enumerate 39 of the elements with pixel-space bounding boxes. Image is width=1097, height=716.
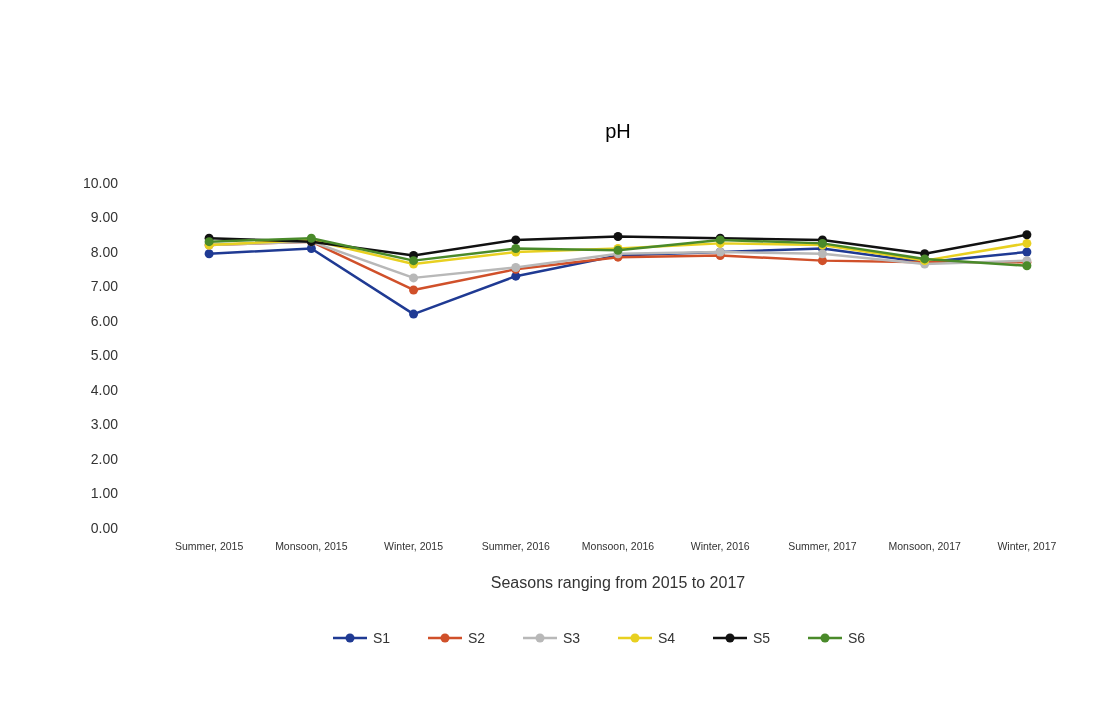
x-tick-label: Summer, 2016 bbox=[481, 540, 551, 552]
point bbox=[1022, 238, 1032, 248]
point bbox=[511, 235, 521, 245]
y-tick-label: 3.00 bbox=[90, 416, 119, 433]
x-axis-title: Seasons ranging from 2015 to 2017 bbox=[490, 574, 746, 591]
point bbox=[613, 231, 623, 241]
point bbox=[204, 249, 214, 259]
y-tick-label: 10.00 bbox=[82, 174, 119, 191]
x-tick-label: Winter, 2015 bbox=[384, 540, 444, 552]
legend-label: S3 bbox=[563, 629, 581, 646]
point bbox=[1022, 247, 1032, 257]
point bbox=[409, 285, 419, 295]
point bbox=[1022, 230, 1032, 240]
legend-label: S6 bbox=[848, 629, 866, 646]
legend-label: S2 bbox=[468, 629, 486, 646]
point bbox=[817, 249, 827, 259]
y-tick-label: 1.00 bbox=[90, 485, 119, 502]
chart-title: pH bbox=[605, 120, 631, 142]
x-tick-label: Winter, 2016 bbox=[690, 540, 750, 552]
legend-label: S4 bbox=[658, 629, 676, 646]
point bbox=[409, 309, 419, 319]
y-tick-label: 8.00 bbox=[90, 243, 119, 260]
point bbox=[409, 273, 419, 283]
y-tick-label: 9.00 bbox=[90, 209, 119, 226]
x-tick-label: Monsoon, 2016 bbox=[581, 540, 655, 552]
y-tick-label: 6.00 bbox=[90, 312, 119, 329]
y-tick-label: 0.00 bbox=[90, 519, 119, 536]
x-tick-label: Summer, 2015 bbox=[174, 540, 244, 552]
y-tick-label: 4.00 bbox=[90, 381, 119, 398]
x-tick-label: Monsoon, 2015 bbox=[275, 540, 348, 552]
y-tick-label: 7.00 bbox=[90, 278, 119, 295]
point bbox=[1022, 261, 1032, 271]
y-tick-label: 2.00 bbox=[90, 450, 119, 467]
x-tick-label: Monsoon, 2017 bbox=[888, 540, 962, 552]
x-tick-label: Summer, 2017 bbox=[788, 540, 857, 552]
y-tick-label: 5.00 bbox=[90, 347, 119, 364]
legend-label: S5 bbox=[753, 629, 771, 646]
legend-label: S1 bbox=[373, 629, 391, 646]
x-tick-label: Winter, 2017 bbox=[997, 540, 1057, 552]
